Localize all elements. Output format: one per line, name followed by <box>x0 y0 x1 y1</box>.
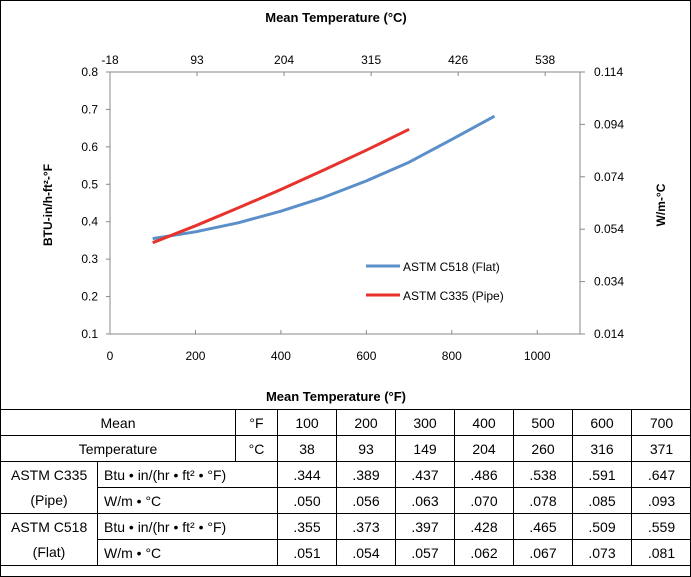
y-axis-label: BTU-in/h-ft²-°F <box>41 164 55 246</box>
y2-tick-label: 0.034 <box>594 275 624 289</box>
temp-c-cell: 204 <box>454 435 514 462</box>
y-tick-label: 0.4 <box>81 215 98 229</box>
value-cell: .428 <box>454 513 514 540</box>
value-cell: .051 <box>277 539 337 566</box>
value-cell: .389 <box>336 461 396 488</box>
value-cell: .437 <box>395 461 455 488</box>
series-line-c518 <box>152 114 496 241</box>
btu-unit: Btu • in/(hr • ft² • °F) <box>97 513 278 540</box>
value-cell: .355 <box>277 513 337 540</box>
value-cell: .063 <box>395 487 455 514</box>
x-tick-label: 1000 <box>524 349 551 363</box>
value-cell: .591 <box>572 461 632 488</box>
temp-c-cell: 93 <box>336 435 396 462</box>
x2-tick-label: 204 <box>274 53 294 67</box>
y2-tick-label: 0.014 <box>594 327 624 341</box>
x2-tick-label: 93 <box>190 53 204 67</box>
x-tick-label: 200 <box>185 349 205 363</box>
data-table: Mean °F 100 200 300 400 500 600 700 Temp… <box>0 409 691 566</box>
value-cell: .093 <box>631 487 691 514</box>
value-cell: .486 <box>454 461 514 488</box>
y-tick-label: 0.3 <box>81 252 98 266</box>
value-cell: .067 <box>513 539 573 566</box>
legend: ASTM C518 (Flat) ASTM C335 (Pipe) <box>366 260 504 303</box>
table-row-c335-btu: ASTM C335 Btu • in/(hr • ft² • °F) .344 … <box>0 461 691 488</box>
value-cell: .073 <box>572 539 632 566</box>
mean-label-2: Temperature <box>0 435 236 462</box>
value-cell: .397 <box>395 513 455 540</box>
y-tick-label: 0.8 <box>81 65 98 79</box>
temp-f-cell: 300 <box>395 409 455 436</box>
material-subname: (Flat) <box>0 539 98 566</box>
value-cell: .057 <box>395 539 455 566</box>
temp-c-cell: 149 <box>395 435 455 462</box>
value-cell: .081 <box>631 539 691 566</box>
unit-f: °F <box>235 409 278 436</box>
unit-c: °C <box>235 435 278 462</box>
table-row-c335-si: (Pipe) W/m • °C .050 .056 .063 .070 .078… <box>0 487 691 514</box>
si-unit: W/m • °C <box>97 487 278 514</box>
y2-tick-label: 0.114 <box>594 65 623 79</box>
x-tick-label: 800 <box>442 349 462 363</box>
value-cell: .070 <box>454 487 514 514</box>
y-tick-label: 0.2 <box>81 290 98 304</box>
x2-tick-label: -18 <box>101 53 119 67</box>
temp-f-cell: 100 <box>277 409 337 436</box>
y2-tick-label: 0.094 <box>594 117 624 131</box>
value-cell: .344 <box>277 461 337 488</box>
chart: Mean Temperature (°C) Mean Temperature (… <box>41 10 668 404</box>
x-tick-label: 0 <box>107 349 114 363</box>
value-cell: .647 <box>631 461 691 488</box>
value-cell: .085 <box>572 487 632 514</box>
value-cell: .062 <box>454 539 514 566</box>
value-cell: .078 <box>513 487 573 514</box>
value-cell: .538 <box>513 461 573 488</box>
y2-axis-label: W/m-°C <box>654 183 668 226</box>
si-unit: W/m • °C <box>97 539 278 566</box>
legend-label-c335: ASTM C335 (Pipe) <box>403 289 504 303</box>
y-tick-label: 0.5 <box>81 177 98 191</box>
y2-tick-label: 0.074 <box>594 170 624 184</box>
value-cell: .465 <box>513 513 573 540</box>
temp-f-cell: 200 <box>336 409 396 436</box>
temp-f-cell: 500 <box>513 409 573 436</box>
table-row-temp-f: Mean °F 100 200 300 400 500 600 700 <box>0 409 691 436</box>
x-axis-label: Mean Temperature (°F) <box>266 389 406 404</box>
legend-label-c518: ASTM C518 (Flat) <box>403 260 500 274</box>
y-tick-label: 0.1 <box>81 327 98 341</box>
material-subname: (Pipe) <box>0 487 98 514</box>
x2-tick-label: 315 <box>361 53 381 67</box>
y2-tick-label: 0.054 <box>594 222 624 236</box>
y-tick-label: 0.7 <box>81 102 98 116</box>
value-cell: .509 <box>572 513 632 540</box>
y-tick-label: 0.6 <box>81 140 98 154</box>
mean-label-1: Mean <box>0 409 236 436</box>
chart-title: Mean Temperature (°C) <box>265 10 406 25</box>
btu-unit: Btu • in/(hr • ft² • °F) <box>97 461 278 488</box>
x2-tick-label: 426 <box>448 53 468 67</box>
material-name: ASTM C518 <box>0 513 98 540</box>
value-cell: .050 <box>277 487 337 514</box>
temp-c-cell: 316 <box>572 435 632 462</box>
material-name: ASTM C335 <box>0 461 98 488</box>
temp-c-cell: 38 <box>277 435 337 462</box>
temp-f-cell: 700 <box>631 409 691 436</box>
series-line-c335 <box>152 127 410 245</box>
temp-c-cell: 260 <box>513 435 573 462</box>
temp-f-cell: 600 <box>572 409 632 436</box>
table-row-c518-btu: ASTM C518 Btu • in/(hr • ft² • °F) .355 … <box>0 513 691 540</box>
table-row-c518-si: (Flat) W/m • °C .051 .054 .057 .062 .067… <box>0 539 691 566</box>
x-tick-label: 600 <box>356 349 376 363</box>
value-cell: .559 <box>631 513 691 540</box>
value-cell: .056 <box>336 487 396 514</box>
temp-f-cell: 400 <box>454 409 514 436</box>
value-cell: .373 <box>336 513 396 540</box>
x-tick-label: 400 <box>271 349 291 363</box>
table-row-temp-c: Temperature °C 38 93 149 204 260 316 371 <box>0 435 691 462</box>
x2-tick-label: 538 <box>535 53 555 67</box>
value-cell: .054 <box>336 539 396 566</box>
temp-c-cell: 371 <box>631 435 691 462</box>
